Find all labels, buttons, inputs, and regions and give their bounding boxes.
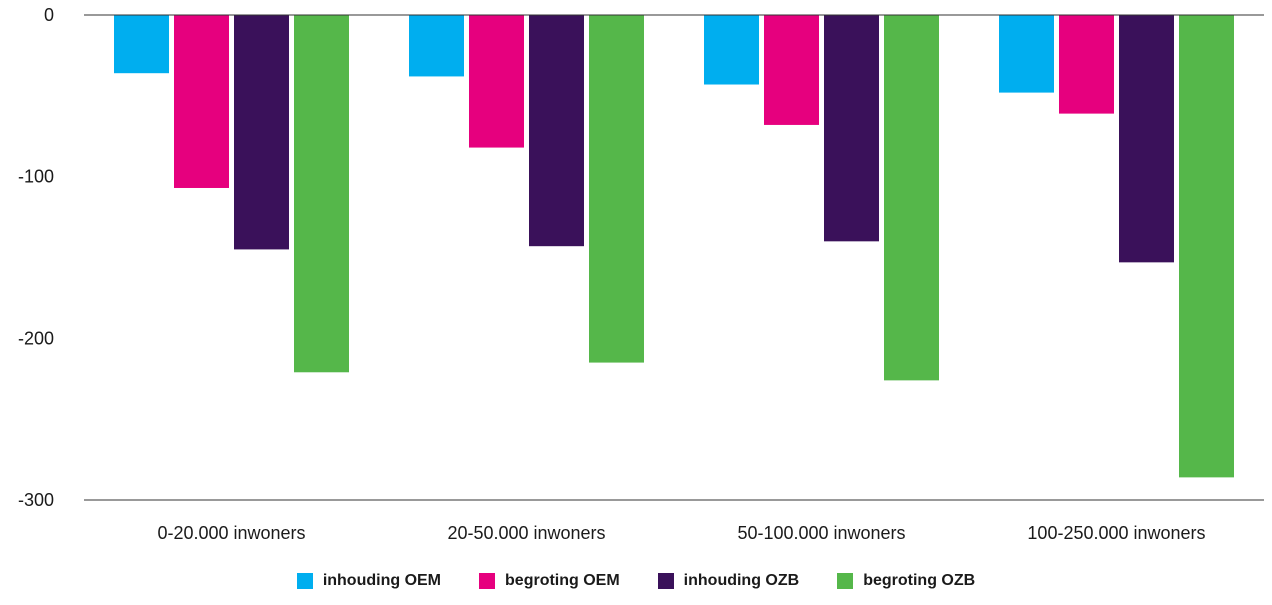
legend-label: begroting OZB	[863, 572, 976, 589]
bar	[1119, 15, 1174, 263]
legend-item-begroting-ozb: begroting OZB	[837, 572, 975, 590]
y-tick-label: -300	[18, 490, 54, 510]
bar	[589, 15, 644, 363]
bar	[294, 15, 349, 373]
bar	[999, 15, 1054, 93]
bar	[824, 15, 879, 242]
bar	[1059, 15, 1114, 114]
bar	[529, 15, 584, 247]
y-axis-ticks: 0 -100 -200 -300	[18, 5, 54, 510]
legend-item-inhouding-ozb: inhouding OZB	[657, 572, 800, 590]
legend: inhouding OEM begroting OEM inhouding OZ…	[0, 572, 1272, 590]
x-category-label: 0-20.000 inwoners	[157, 523, 305, 543]
y-tick-label: -100	[18, 167, 54, 187]
bar	[884, 15, 939, 381]
legend-label: inhouding OEM	[322, 572, 442, 589]
bar	[174, 15, 229, 188]
x-category-label: 20-50.000 inwoners	[447, 523, 605, 543]
legend-swatch	[296, 573, 313, 589]
x-category-label: 50-100.000 inwoners	[737, 523, 905, 543]
bars	[114, 15, 1234, 478]
legend-item-begroting-oem: begroting OEM	[479, 572, 620, 590]
legend-swatch	[657, 573, 674, 589]
legend-item-inhouding-oem: inhouding OEM	[296, 572, 442, 590]
bar	[409, 15, 464, 77]
bar	[764, 15, 819, 125]
legend-label: begroting OEM	[505, 572, 620, 589]
legend-swatch	[479, 573, 496, 589]
x-axis-labels: 0-20.000 inwoners 20-50.000 inwoners 50-10…	[157, 523, 1205, 543]
legend-swatch	[837, 573, 854, 589]
bar	[1179, 15, 1234, 478]
bar-chart: 0 -100 -200 -300 0-20.000 inwoners 20-50.000…	[18, 5, 1264, 543]
bar	[704, 15, 759, 85]
bar	[114, 15, 169, 74]
y-tick-label: 0	[44, 5, 54, 25]
x-category-label: 100-250.000 inwoners	[1027, 523, 1205, 543]
legend-label: inhouding OZB	[683, 572, 800, 589]
bar	[469, 15, 524, 148]
y-tick-label: -200	[18, 328, 54, 348]
bar	[234, 15, 289, 250]
